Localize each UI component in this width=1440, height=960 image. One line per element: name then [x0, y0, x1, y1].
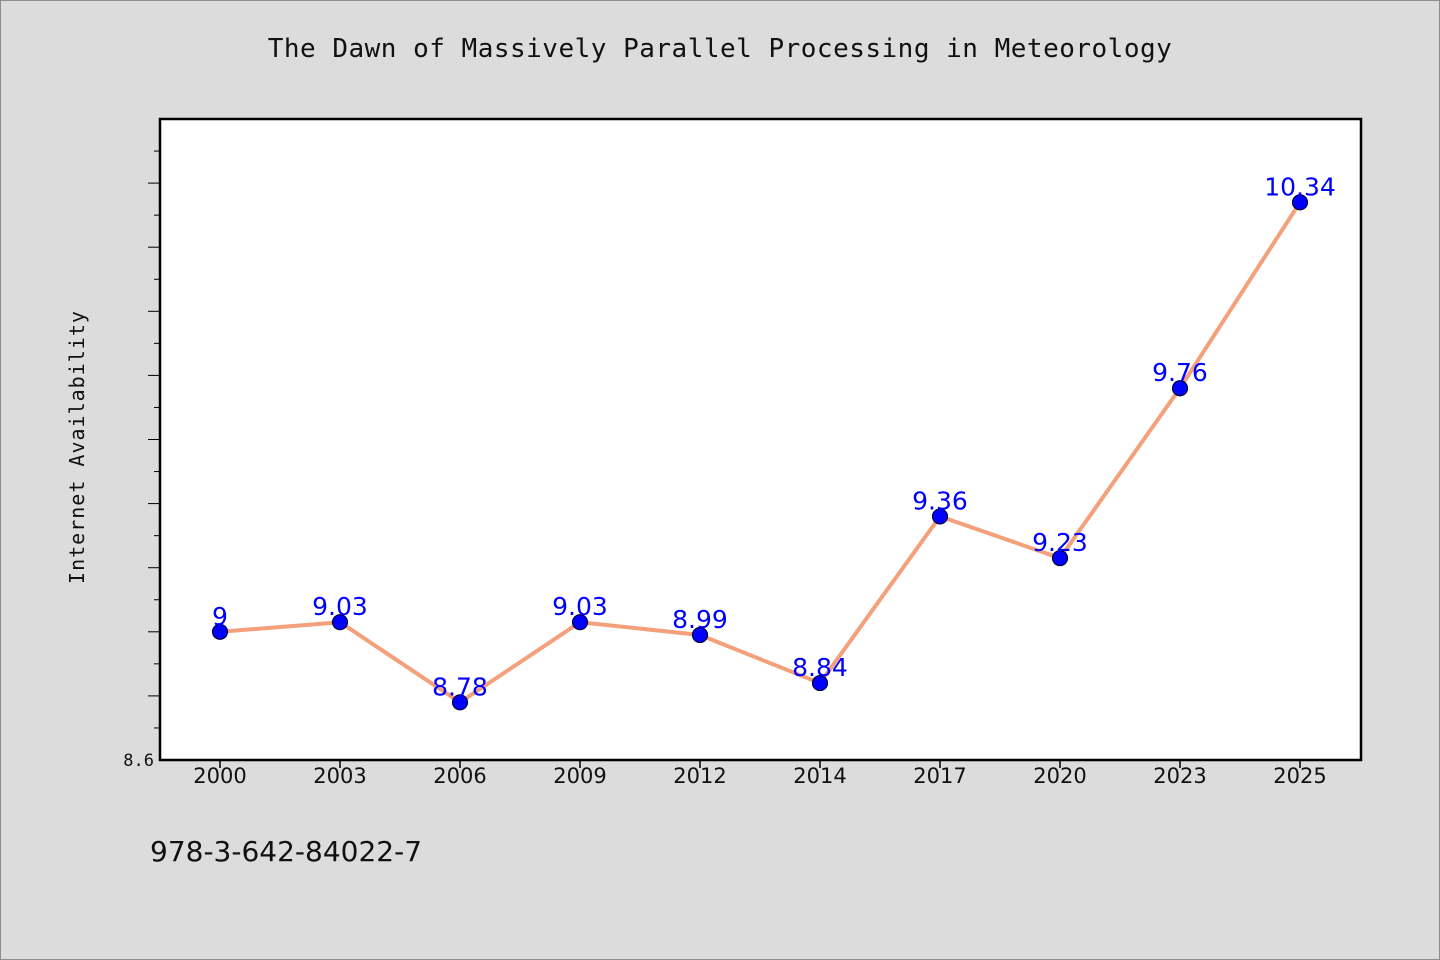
data-point — [571, 614, 589, 631]
chart-title: The Dawn of Massively Parallel Processin… — [267, 34, 1173, 64]
data-label: 8.99 — [672, 605, 728, 634]
x-tick-label: 2000 — [193, 764, 246, 788]
x-tick-label: 2023 — [1153, 764, 1206, 788]
data-label: 9.36 — [912, 486, 968, 515]
data-label: 9.76 — [1152, 358, 1208, 387]
data-label: 8.78 — [432, 672, 488, 701]
plot-area — [160, 119, 1361, 760]
data-label: 9.23 — [1032, 528, 1088, 557]
x-tick-label: 2012 — [673, 764, 726, 788]
data-point — [1291, 194, 1309, 211]
x-tick-label: 2009 — [553, 764, 606, 788]
y-tick-label: 8.6 — [123, 751, 154, 771]
data-markers — [211, 194, 1309, 711]
y-axis-ticks: 8.6 — [123, 150, 160, 771]
data-labels: 9 9.03 8.78 9.03 8.99 8.84 9.36 9.23 9.76 10.34 — [212, 172, 1336, 701]
x-tick-label: 2025 — [1273, 764, 1326, 788]
plot-border — [158, 117, 1363, 762]
data-label: 8.84 — [792, 653, 848, 682]
isbn-footer: 978-3-642-84022-7 — [150, 835, 423, 868]
series-line — [218, 200, 1302, 705]
data-point — [211, 623, 229, 640]
x-axis-ticks: 2000 2003 2006 2009 2012 2014 2017 2020 2023 2025 — [193, 760, 1327, 788]
x-tick-label: 2003 — [313, 764, 366, 788]
data-point — [691, 626, 709, 644]
data-label: 9.03 — [552, 592, 608, 621]
x-tick-label: 2006 — [433, 764, 486, 788]
data-label: 9 — [212, 602, 228, 631]
x-tick-label: 2014 — [793, 764, 846, 788]
x-tick-label: 2017 — [913, 764, 966, 788]
x-tick-label: 2020 — [1033, 764, 1086, 788]
data-point — [811, 674, 829, 692]
data-point — [331, 614, 349, 631]
data-label: 9.03 — [312, 592, 368, 621]
data-point — [1171, 380, 1189, 397]
data-label: 10.34 — [1264, 172, 1336, 201]
data-point — [931, 508, 949, 525]
data-point — [451, 694, 469, 711]
data-point — [1051, 549, 1069, 567]
